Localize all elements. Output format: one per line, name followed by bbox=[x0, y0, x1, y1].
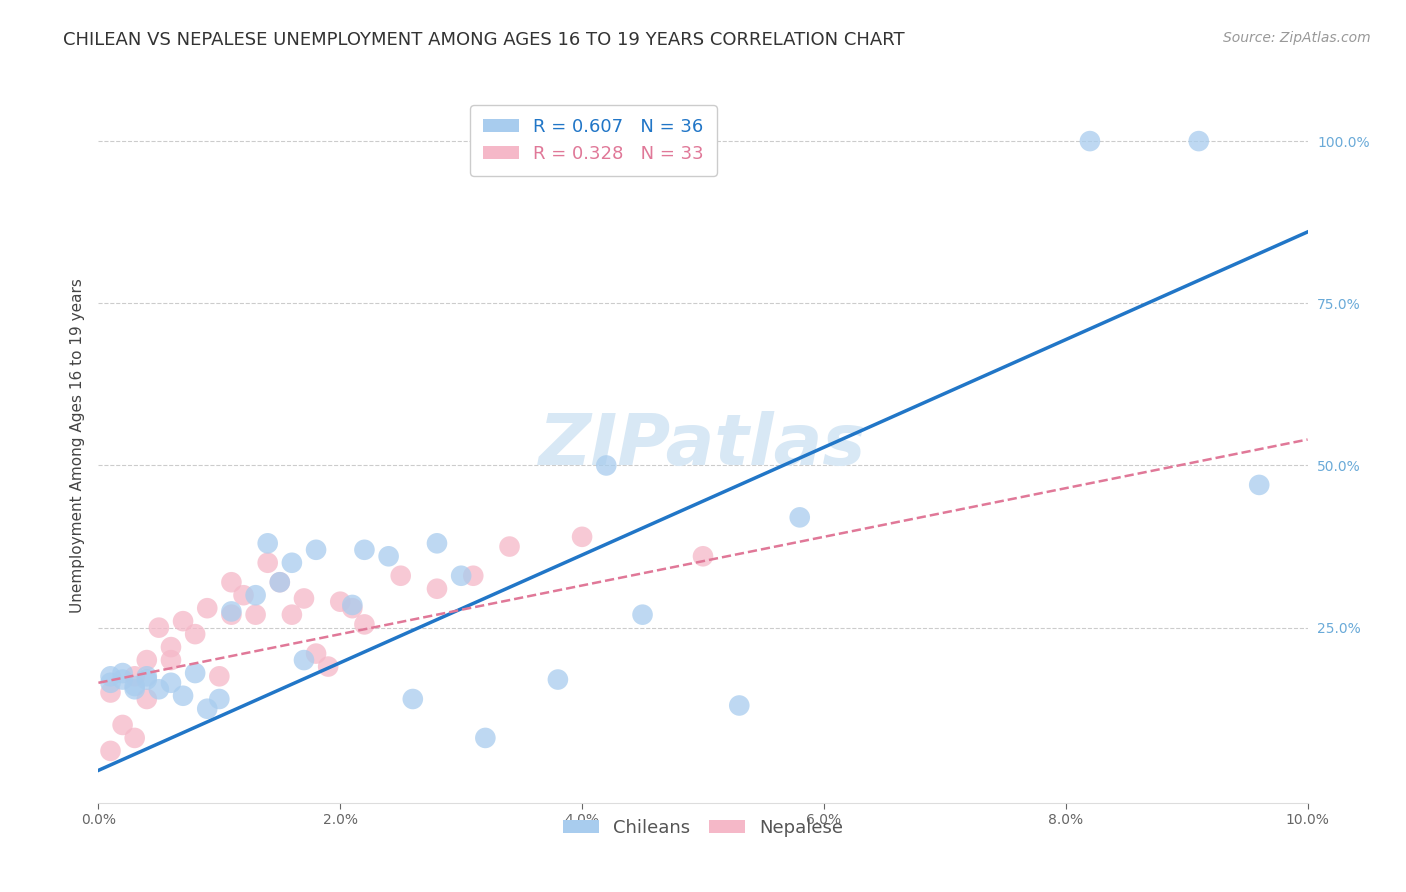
Point bbox=[124, 731, 146, 745]
Point bbox=[232, 588, 254, 602]
Point bbox=[135, 692, 157, 706]
Point bbox=[281, 556, 304, 570]
Point bbox=[221, 604, 243, 618]
Point bbox=[631, 607, 654, 622]
Point bbox=[463, 568, 485, 582]
Point bbox=[269, 575, 291, 590]
Y-axis label: Unemployment Among Ages 16 to 19 years: Unemployment Among Ages 16 to 19 years bbox=[69, 278, 84, 614]
Point bbox=[256, 536, 278, 550]
Point bbox=[135, 673, 157, 687]
Point bbox=[426, 582, 449, 596]
Point bbox=[221, 607, 243, 622]
Point bbox=[135, 669, 157, 683]
Point bbox=[245, 607, 267, 622]
Point bbox=[571, 530, 593, 544]
Point bbox=[208, 692, 231, 706]
Point bbox=[353, 542, 375, 557]
Point bbox=[389, 568, 412, 582]
Point bbox=[172, 614, 194, 628]
Point bbox=[100, 675, 122, 690]
Point bbox=[100, 685, 122, 699]
Point bbox=[728, 698, 751, 713]
Point bbox=[195, 702, 218, 716]
Point bbox=[160, 653, 183, 667]
Point bbox=[498, 540, 520, 554]
Text: Source: ZipAtlas.com: Source: ZipAtlas.com bbox=[1223, 31, 1371, 45]
Text: CHILEAN VS NEPALESE UNEMPLOYMENT AMONG AGES 16 TO 19 YEARS CORRELATION CHART: CHILEAN VS NEPALESE UNEMPLOYMENT AMONG A… bbox=[63, 31, 905, 49]
Point bbox=[160, 675, 183, 690]
Point bbox=[111, 673, 134, 687]
Point bbox=[100, 669, 122, 683]
Point bbox=[426, 536, 449, 550]
Point bbox=[135, 653, 157, 667]
Point bbox=[305, 647, 328, 661]
Text: ZIPatlas: ZIPatlas bbox=[540, 411, 866, 481]
Point bbox=[1078, 134, 1101, 148]
Point bbox=[402, 692, 425, 706]
Legend: Chileans, Nepalese: Chileans, Nepalese bbox=[555, 812, 851, 844]
Point bbox=[148, 621, 170, 635]
Point bbox=[692, 549, 714, 564]
Point bbox=[342, 601, 364, 615]
Point bbox=[377, 549, 399, 564]
Point bbox=[124, 679, 146, 693]
Point bbox=[474, 731, 496, 745]
Point bbox=[172, 689, 194, 703]
Point bbox=[111, 666, 134, 681]
Point bbox=[281, 607, 304, 622]
Point bbox=[245, 588, 267, 602]
Point bbox=[595, 458, 617, 473]
Point bbox=[292, 591, 315, 606]
Point bbox=[221, 575, 243, 590]
Point bbox=[292, 653, 315, 667]
Point bbox=[450, 568, 472, 582]
Point bbox=[1188, 134, 1211, 148]
Point bbox=[256, 556, 278, 570]
Point bbox=[1249, 478, 1271, 492]
Point bbox=[100, 744, 122, 758]
Point bbox=[111, 718, 134, 732]
Point bbox=[160, 640, 183, 654]
Point bbox=[124, 669, 146, 683]
Point bbox=[208, 669, 231, 683]
Point bbox=[316, 659, 339, 673]
Point bbox=[329, 595, 352, 609]
Point bbox=[269, 575, 291, 590]
Point bbox=[353, 617, 375, 632]
Point bbox=[342, 598, 364, 612]
Point bbox=[305, 542, 328, 557]
Point bbox=[789, 510, 811, 524]
Point bbox=[148, 682, 170, 697]
Point bbox=[184, 627, 207, 641]
Point bbox=[547, 673, 569, 687]
Point bbox=[195, 601, 218, 615]
Point bbox=[124, 682, 146, 697]
Point bbox=[184, 666, 207, 681]
